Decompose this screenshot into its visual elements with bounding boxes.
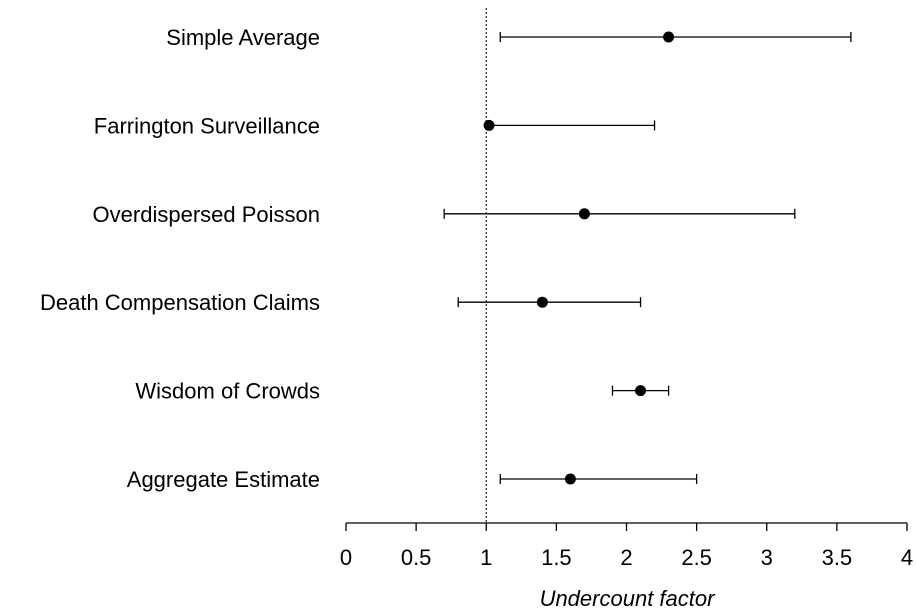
x-tick-label: 0.5 <box>401 545 432 570</box>
x-tick-label: 2.5 <box>681 545 712 570</box>
x-tick-label: 2 <box>620 545 632 570</box>
category-label: Overdispersed Poisson <box>93 202 320 227</box>
x-tick-label: 3.5 <box>822 545 853 570</box>
x-tick-label: 4 <box>901 545 913 570</box>
category-label: Aggregate Estimate <box>127 467 320 492</box>
category-label: Death Compensation Claims <box>40 290 320 315</box>
x-tick-label: 0 <box>340 545 352 570</box>
data-point <box>663 31 675 43</box>
x-tick-label: 1 <box>480 545 492 570</box>
data-point <box>635 385 647 397</box>
category-label: Simple Average <box>166 25 320 50</box>
data-point <box>536 296 548 308</box>
data-point <box>564 473 576 485</box>
x-tick-label: 1.5 <box>541 545 572 570</box>
x-tick-label: 3 <box>761 545 773 570</box>
x-axis-title: Undercount factor <box>540 586 717 611</box>
category-label: Farrington Surveillance <box>94 113 320 138</box>
category-label: Wisdom of Crowds <box>135 379 320 404</box>
data-point <box>578 208 590 220</box>
data-point <box>483 119 495 131</box>
